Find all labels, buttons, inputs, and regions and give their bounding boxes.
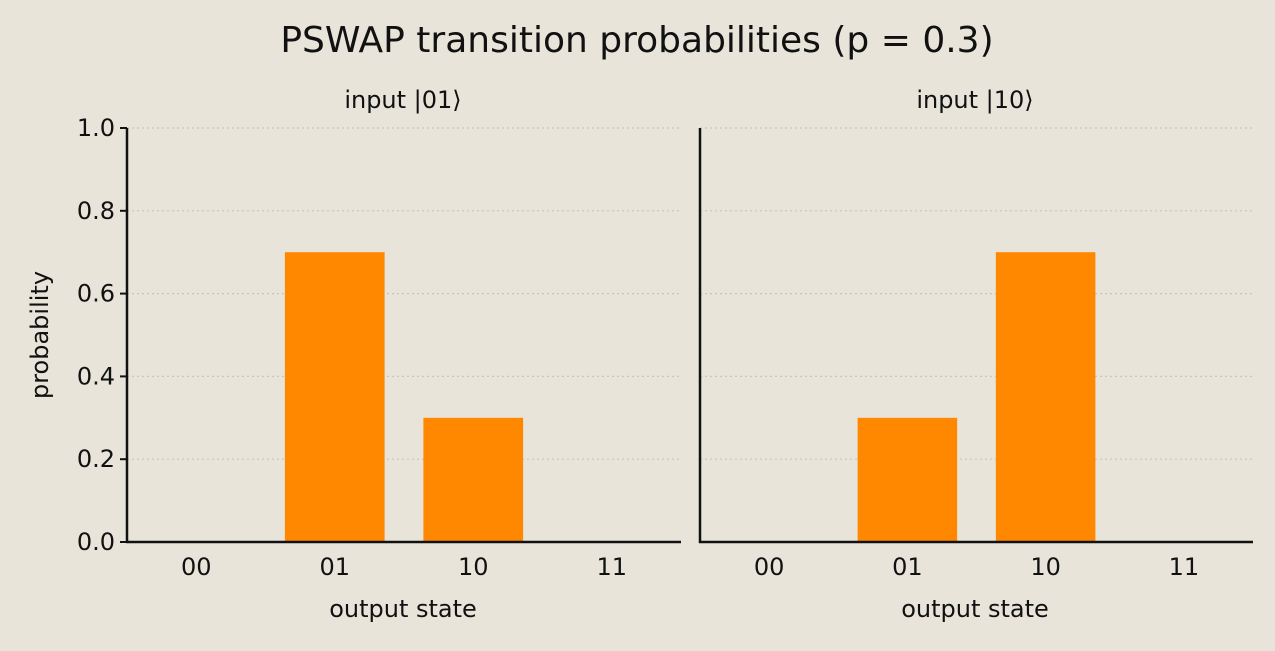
x-axis-label: output state — [329, 595, 477, 623]
y-axis-label: probability — [26, 271, 54, 399]
x-tick-labels: 00 01 10 11 — [181, 553, 627, 581]
x-tick-label: 10 — [1030, 553, 1061, 581]
x-tick-label: 00 — [181, 553, 212, 581]
y-tick-label: 0.8 — [77, 197, 115, 225]
x-tick-label: 11 — [596, 553, 627, 581]
panel-title: input |01⟩ — [344, 86, 461, 114]
grid-lines — [127, 127, 681, 460]
axes — [698, 128, 1253, 544]
figure-title: PSWAP transition probabilities (p = 0.3) — [280, 20, 993, 61]
bar-10 — [423, 417, 524, 542]
x-tick-label: 01 — [319, 553, 350, 581]
y-tick-label: 0.6 — [77, 280, 115, 308]
x-tick-labels: 00 01 10 11 — [754, 553, 1199, 581]
bars — [857, 252, 1096, 542]
x-tick-label: 01 — [892, 553, 923, 581]
axes — [125, 128, 681, 544]
y-tick-label: 0.0 — [77, 528, 115, 556]
y-tick-labels: 0.0 0.2 0.4 0.6 0.8 1.0 — [77, 114, 127, 556]
grid-lines — [700, 127, 1253, 460]
bar-01 — [284, 252, 385, 542]
y-tick-label: 1.0 — [77, 114, 115, 142]
panel-input-10: input |10⟩ 00 01 10 11 output state — [698, 86, 1253, 623]
bar-01 — [857, 417, 958, 542]
panel-input-01: input |01⟩ 00 01 10 11 0.0 0.2 0.4 0.6 0.8 1.0 o… — [26, 86, 681, 623]
x-tick-label: 00 — [754, 553, 785, 581]
bars — [284, 252, 524, 542]
y-tick-label: 0.2 — [77, 445, 115, 473]
panel-title: input |10⟩ — [916, 86, 1033, 114]
bar-10 — [995, 252, 1096, 542]
x-tick-label: 10 — [458, 553, 489, 581]
x-tick-label: 11 — [1169, 553, 1200, 581]
y-tick-label: 0.4 — [77, 362, 115, 390]
x-axis-label: output state — [901, 595, 1049, 623]
